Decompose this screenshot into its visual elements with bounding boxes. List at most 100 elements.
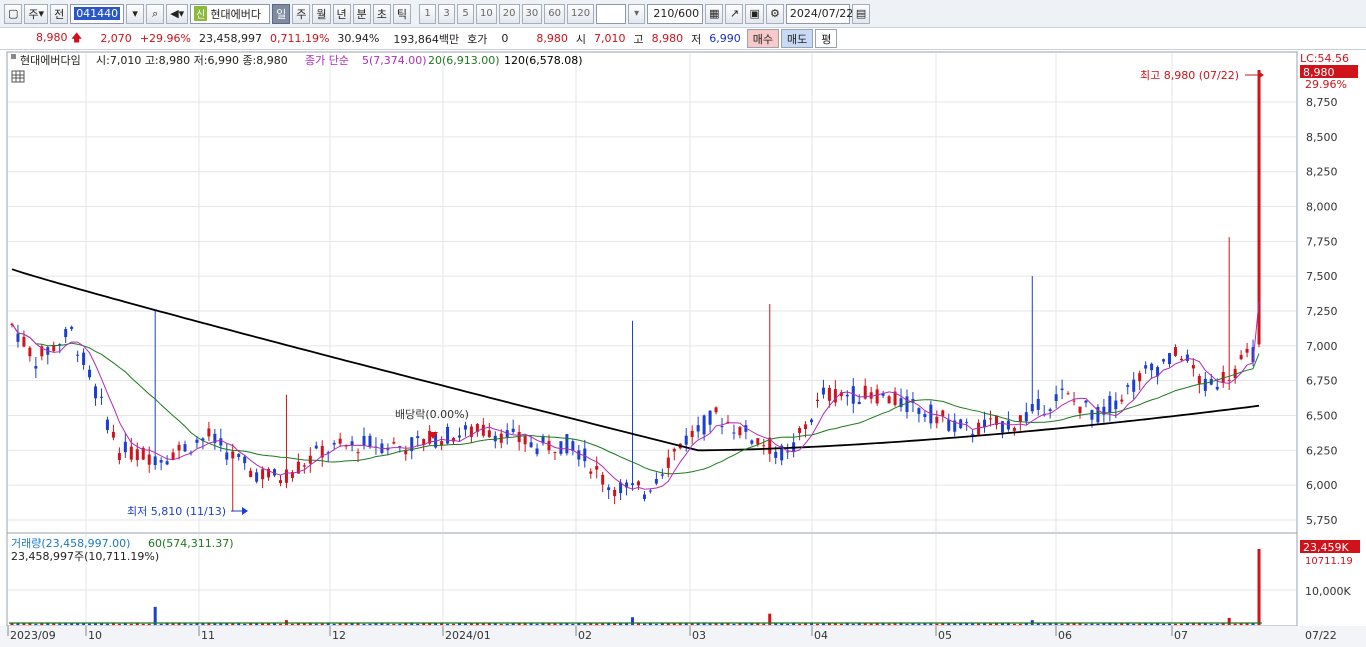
volume-bar bbox=[1072, 623, 1076, 625]
volume-bar bbox=[82, 623, 86, 625]
volume-bar bbox=[58, 623, 62, 625]
volume-bar bbox=[839, 623, 843, 625]
indicator-icon[interactable]: ▦ bbox=[705, 3, 724, 24]
save-icon[interactable]: ▣ bbox=[745, 3, 764, 24]
volume-bar bbox=[368, 623, 372, 625]
period-second-button[interactable]: 초 bbox=[372, 3, 391, 24]
period-week-button[interactable]: 주 bbox=[292, 3, 311, 24]
volume-bar bbox=[905, 623, 909, 625]
calendar-icon[interactable]: ▤ bbox=[851, 3, 871, 24]
candle-body bbox=[1150, 363, 1154, 371]
candle-body bbox=[977, 422, 981, 435]
candle-body bbox=[1036, 398, 1040, 410]
period-minute-button[interactable]: 분 bbox=[352, 3, 371, 24]
period-month-button[interactable]: 월 bbox=[312, 3, 331, 24]
ma120-line bbox=[11, 268, 1260, 452]
candle-body bbox=[738, 427, 742, 436]
candle-body bbox=[1251, 347, 1255, 363]
table-toggle-icon[interactable] bbox=[11, 70, 25, 83]
candle-body bbox=[965, 422, 969, 424]
volume-bar bbox=[798, 623, 802, 625]
candle-body bbox=[135, 449, 139, 461]
interval-3-button[interactable]: 3 bbox=[438, 3, 456, 24]
search-icon[interactable]: ⌕ bbox=[146, 3, 165, 24]
volume-value: 23,458,997 bbox=[198, 32, 262, 45]
candle-body bbox=[481, 424, 485, 436]
candle-body bbox=[756, 438, 760, 445]
draw-tool-icon[interactable]: ↗ bbox=[725, 3, 744, 24]
interval-120-button[interactable]: 120 bbox=[566, 3, 595, 24]
candle-body bbox=[708, 410, 712, 425]
volume-bar bbox=[487, 623, 491, 625]
window-icon[interactable]: ▢ bbox=[4, 3, 23, 24]
count-input[interactable]: 210/600 bbox=[647, 3, 704, 24]
lc-label: LC:54.56 bbox=[1300, 52, 1349, 65]
candle-body bbox=[410, 437, 414, 452]
buy-button[interactable]: 매수 bbox=[746, 29, 779, 48]
volume-bar bbox=[529, 623, 533, 625]
candle-body bbox=[750, 440, 754, 444]
candle-body bbox=[636, 481, 640, 486]
eval-button[interactable]: 평 bbox=[815, 29, 838, 48]
volume-bar bbox=[989, 623, 993, 625]
market-button[interactable]: 전 bbox=[50, 3, 69, 24]
y-tick-label: 7,000 bbox=[1306, 340, 1338, 353]
candle-body bbox=[416, 436, 420, 439]
candle-body bbox=[22, 336, 26, 347]
sell-button[interactable]: 매도 bbox=[780, 29, 814, 48]
interval-10-button[interactable]: 10 bbox=[476, 3, 497, 24]
price-panel bbox=[6, 51, 1298, 534]
candle-body bbox=[1108, 396, 1112, 413]
volume-bar bbox=[1024, 622, 1028, 625]
stock-chart[interactable]: 8,750 8,500 8,250 8,000 7,750 7,500 7,250 7,000… bbox=[0, 50, 1366, 647]
candle-body bbox=[619, 482, 623, 494]
candle-body bbox=[804, 424, 808, 429]
stock-name-field[interactable]: 신 현대에버다 bbox=[190, 3, 271, 24]
code-value: 041440 bbox=[74, 7, 121, 20]
candle-body bbox=[392, 442, 396, 444]
volume-bar bbox=[738, 623, 742, 625]
candle-body bbox=[434, 433, 438, 448]
code-dropdown-icon[interactable]: ▾ bbox=[126, 3, 145, 24]
candle-body bbox=[983, 419, 987, 428]
candle-body bbox=[857, 401, 861, 405]
volume-bar bbox=[547, 622, 551, 625]
interval-dropdown-icon[interactable]: ▾ bbox=[628, 3, 646, 24]
interval-30-button[interactable]: 30 bbox=[521, 3, 543, 24]
candle-body bbox=[1227, 379, 1231, 381]
type-select[interactable]: 주 ▾ bbox=[24, 3, 49, 24]
volume-bar bbox=[959, 622, 963, 625]
interval-custom-input[interactable] bbox=[596, 3, 627, 24]
interval-1-button[interactable]: 1 bbox=[419, 3, 437, 24]
date-input[interactable]: 2024/07/22 bbox=[785, 3, 853, 24]
interval-5-button[interactable]: 5 bbox=[457, 3, 475, 24]
ma20-line bbox=[11, 323, 1260, 475]
volume-bar bbox=[99, 622, 103, 625]
volume-bar bbox=[1114, 622, 1118, 625]
period-day-button[interactable]: 일 bbox=[272, 3, 291, 24]
candle-body bbox=[1072, 400, 1076, 402]
interval-20-button[interactable]: 20 bbox=[498, 3, 520, 24]
gear-icon[interactable]: ⚙ bbox=[765, 3, 784, 24]
candle-body bbox=[1239, 354, 1243, 360]
candle-body bbox=[684, 435, 688, 445]
code-input[interactable]: 041440 bbox=[70, 3, 125, 24]
candle-body bbox=[487, 430, 491, 438]
volume-bar bbox=[362, 623, 366, 625]
candle-body bbox=[296, 461, 300, 474]
candle-body bbox=[398, 445, 402, 447]
candle-body bbox=[58, 344, 62, 346]
candle-body bbox=[213, 433, 217, 444]
volume-bar bbox=[1054, 623, 1058, 625]
volume-bar bbox=[475, 623, 479, 625]
volume-bar bbox=[177, 622, 181, 625]
period-year-button[interactable]: 년 bbox=[332, 3, 351, 24]
volume-bar bbox=[219, 622, 223, 625]
volume-bar bbox=[756, 622, 760, 625]
candle-body bbox=[696, 425, 700, 432]
volume-bar bbox=[559, 623, 563, 625]
sound-icon[interactable]: ◀▾ bbox=[166, 3, 189, 24]
interval-60-button[interactable]: 60 bbox=[544, 3, 565, 24]
period-tick-button[interactable]: 틱 bbox=[392, 3, 412, 24]
volume-bar bbox=[1042, 622, 1046, 625]
